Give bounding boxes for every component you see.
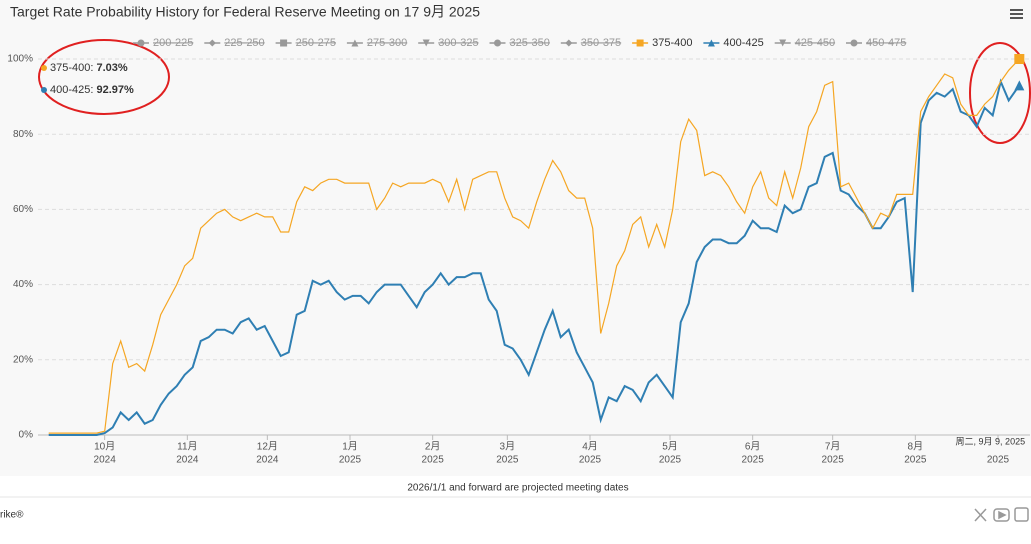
x-tick-label: 4月: [582, 441, 598, 453]
marker: [565, 39, 573, 47]
tooltip-text: 375-400: 7.03%: [50, 62, 128, 74]
crosshair-label: 周二, 9月 9, 2025: [956, 436, 1026, 446]
x-tick-label: 2025: [742, 455, 765, 466]
legend-item[interactable]: 450-475: [846, 37, 906, 49]
x-tick-label: 2月: [425, 441, 441, 453]
y-tick-label: 0%: [19, 430, 34, 441]
legend-label: 200-225: [153, 37, 193, 49]
x-tick-label: 3月: [500, 441, 516, 453]
x-tick-label: 2025: [422, 455, 445, 466]
x-tick-label: 2025: [987, 455, 1010, 466]
x-tick-label: 2025: [822, 455, 845, 466]
legend-item[interactable]: 400-425: [703, 37, 764, 49]
legend-item[interactable]: 275-300: [346, 37, 407, 49]
x-tick-label: 12月: [257, 441, 278, 453]
marker: [280, 39, 288, 47]
marker: [1014, 80, 1025, 91]
tooltip-dot: [41, 65, 47, 71]
legend-label: 300-325: [438, 37, 478, 49]
legend-label: 225-250: [224, 37, 264, 49]
brand: rike®: [0, 510, 24, 521]
legend-item[interactable]: 225-250: [204, 37, 265, 49]
menu-button[interactable]: [1010, 9, 1023, 19]
x-tick-label: 6月: [745, 441, 761, 453]
legend-item[interactable]: 300-325: [418, 37, 479, 49]
x-tick-label: 1月: [342, 441, 358, 453]
tooltip-series-name: 375-400: [50, 62, 90, 74]
x-tick-label: 2025: [659, 455, 682, 466]
tooltip-separator: :: [90, 62, 96, 74]
legend-label: 275-300: [367, 37, 407, 49]
legend-label: 425-450: [795, 37, 835, 49]
footnote: 2026/1/1 and forward are projected meeti…: [407, 483, 628, 494]
x-tick-label: 2025: [579, 455, 602, 466]
x-tick-label: 2024: [256, 455, 279, 466]
marker: [351, 39, 359, 47]
marker: [208, 39, 216, 47]
legend-label: 450-475: [866, 37, 906, 49]
legend-label: 350-375: [581, 37, 621, 49]
x-tick-label: 10月: [94, 441, 115, 453]
legend-item[interactable]: 200-225: [133, 37, 193, 49]
legend-label: 250-275: [296, 37, 336, 49]
marker: [707, 39, 715, 47]
x-tick-label: 7月: [825, 441, 841, 453]
legend-label: 375-400: [652, 37, 692, 49]
x-tick-label: 2024: [176, 455, 199, 466]
x-tick-label: 2025: [339, 455, 362, 466]
y-tick-label: 60%: [13, 204, 33, 215]
tooltip-value: 92.97%: [97, 84, 135, 96]
legend-item[interactable]: 375-400: [632, 37, 692, 49]
plot-background: [0, 0, 1031, 476]
tooltip-dot: [41, 87, 47, 93]
y-tick-label: 40%: [13, 279, 33, 290]
y-tick-label: 100%: [7, 54, 33, 65]
x-tick-label: 2025: [904, 455, 927, 466]
x-tick-label: 8月: [908, 441, 924, 453]
social-icons[interactable]: [974, 507, 1029, 522]
marker: [779, 39, 787, 47]
marker: [422, 39, 430, 47]
y-tick-label: 80%: [13, 129, 33, 140]
x-tick-label: 11月: [177, 441, 197, 453]
marker: [494, 39, 501, 47]
tooltip-series-name: 400-425: [50, 84, 90, 96]
highlight-circle: [969, 42, 1031, 144]
x-tick-label: 2024: [94, 455, 117, 466]
tooltip-separator: :: [90, 84, 96, 96]
marker: [636, 39, 644, 47]
tooltip-value: 7.03%: [97, 62, 128, 74]
y-tick-label: 20%: [13, 354, 33, 365]
x-tick-label: 2025: [496, 455, 519, 466]
series-line: [48, 78, 1021, 436]
x-tick-label: 5月: [662, 441, 678, 453]
legend-item[interactable]: 325-350: [489, 37, 550, 49]
legend-item[interactable]: 350-375: [560, 37, 621, 49]
tooltip-text: 400-425: 92.97%: [50, 84, 134, 96]
marker: [850, 39, 858, 47]
legend-item[interactable]: 425-450: [774, 37, 835, 49]
series-line: [48, 58, 1020, 434]
highlight-circle: [38, 39, 170, 115]
legend-item[interactable]: 250-275: [275, 37, 336, 49]
chart-title: Target Rate Probability History for Fede…: [10, 4, 480, 20]
marker: [1014, 54, 1025, 64]
legend-label: 325-350: [510, 37, 550, 49]
marker: [137, 39, 145, 47]
legend-label: 400-425: [723, 37, 763, 49]
